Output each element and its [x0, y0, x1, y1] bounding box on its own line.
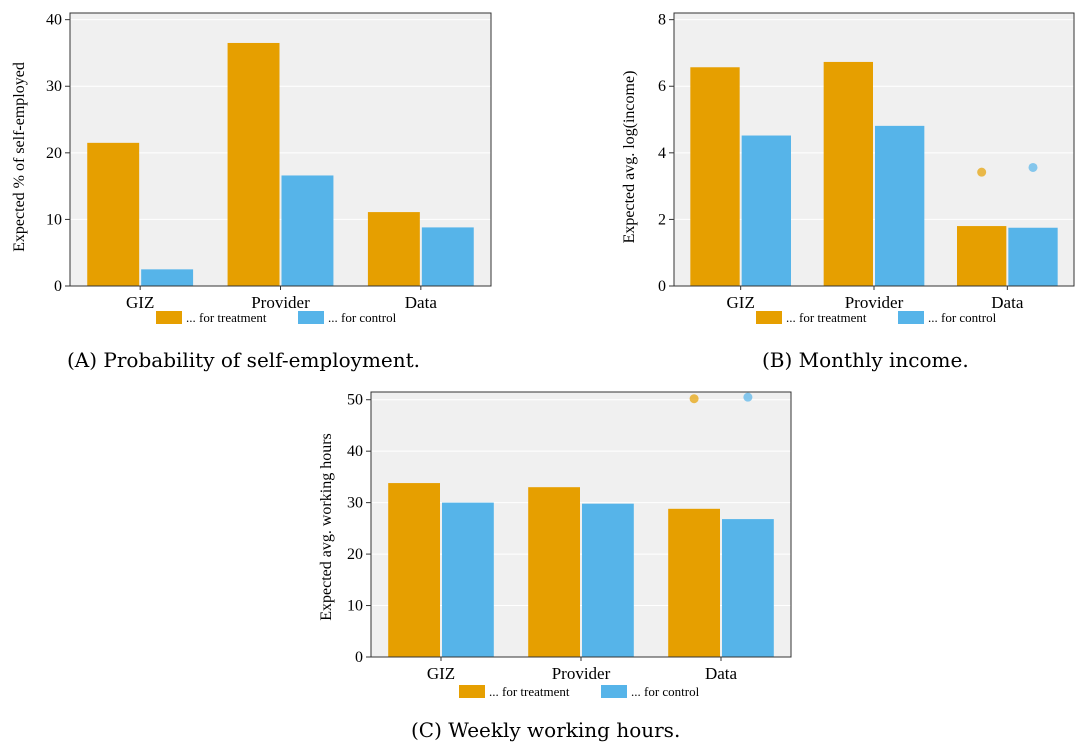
- panel-b-plot: 0 2 4 6 8 GIZ Provider Data ... for treatment...…: [658, 12, 1075, 325]
- legend-label-treatment: ... for treatment: [186, 310, 267, 325]
- control-bar-giz: [442, 502, 494, 657]
- control-bar-provider: [281, 175, 334, 286]
- panel-c-caption: (C) Weekly working hours.: [411, 718, 680, 742]
- legend-swatch-treatment: [459, 685, 485, 698]
- legend: ... for treatment ... for control: [156, 310, 397, 325]
- treatment-bar-provider: [227, 42, 280, 287]
- legend: ... for treatment ... for control: [459, 684, 700, 699]
- control-bar-provider: [582, 503, 634, 657]
- y-tick-label: 20: [347, 546, 363, 563]
- x-tick-label-giz: GIZ: [427, 664, 455, 683]
- plot-background: [371, 392, 791, 657]
- control-bar-data: [1008, 227, 1058, 286]
- x-tick-label-giz: GIZ: [727, 293, 755, 312]
- y-tick-label: 40: [46, 12, 62, 29]
- panel-b-caption: (B) Monthly income.: [762, 348, 969, 372]
- control-point: [743, 392, 753, 402]
- legend: ... for treatment ... for control: [756, 310, 997, 325]
- legend-label-control: ... for control: [328, 310, 397, 325]
- y-tick-label: 30: [46, 78, 62, 95]
- y-tick-label: 0: [658, 278, 666, 295]
- treatment-point: [977, 167, 987, 177]
- y-tick-label: 0: [54, 278, 62, 295]
- plot-background: [70, 13, 491, 286]
- treatment-bar-giz: [388, 483, 440, 657]
- y-tick-label: 2: [658, 211, 666, 228]
- legend-label-control: ... for control: [928, 310, 997, 325]
- panel-a-caption: (A) Probability of self-employment.: [67, 348, 420, 372]
- legend-label-treatment: ... for treatment: [786, 310, 867, 325]
- x-tick-label-provider: Provider: [552, 664, 611, 683]
- x-tick-label-provider: Provider: [251, 293, 310, 312]
- x-tick-label-data: Data: [705, 664, 738, 683]
- control-bar-giz: [141, 269, 194, 286]
- panel-c-ylabel: Expected avg. working hours: [318, 433, 335, 621]
- control-bar-data: [421, 227, 474, 286]
- control-point: [1028, 162, 1038, 172]
- legend-label-control: ... for control: [631, 684, 700, 699]
- control-bar-data: [722, 519, 774, 657]
- treatment-bar-giz: [690, 67, 740, 286]
- legend-label-treatment: ... for treatment: [489, 684, 570, 699]
- control-bar-provider: [875, 125, 925, 286]
- panel-a-plot: 0 10 20 30 40 GIZ Provider Data ... for treatmen…: [46, 12, 492, 325]
- panel-b-ylabel: Expected avg. log(income): [621, 71, 638, 244]
- panel-c: Expected avg. working hours (C) Weekly w…: [318, 433, 680, 742]
- control-bar-giz: [741, 135, 791, 286]
- y-tick-label: 10: [46, 211, 62, 228]
- y-tick-label: 4: [658, 145, 666, 162]
- y-tick-label: 6: [658, 78, 666, 95]
- y-tick-label: 30: [347, 495, 363, 512]
- y-tick-label: 40: [347, 443, 363, 460]
- x-tick-label-provider: Provider: [845, 293, 904, 312]
- legend-swatch-control: [298, 311, 324, 324]
- legend-swatch-treatment: [756, 311, 782, 324]
- y-tick-label: 10: [347, 598, 363, 615]
- y-tick-label: 20: [46, 145, 62, 162]
- treatment-bar-giz: [87, 142, 140, 286]
- treatment-bar-data: [367, 212, 420, 286]
- panel-a: Expected % of self-employed (A) Probabil…: [11, 62, 420, 372]
- treatment-point: [689, 394, 699, 404]
- treatment-bar-data: [668, 508, 720, 657]
- panel-b: Expected avg. log(income) (B) Monthly in…: [621, 71, 969, 372]
- legend-swatch-control: [601, 685, 627, 698]
- treatment-bar-provider: [823, 61, 873, 286]
- x-tick-label-data: Data: [991, 293, 1024, 312]
- treatment-bar-provider: [528, 487, 580, 657]
- panel-c-plot: 0 10 20 30 40 50 GIZ Provider Data ... for treatm…: [347, 391, 792, 699]
- legend-swatch-treatment: [156, 311, 182, 324]
- y-tick-label: 8: [658, 12, 666, 29]
- panel-a-ylabel: Expected % of self-employed: [11, 62, 28, 252]
- legend-swatch-control: [898, 311, 924, 324]
- x-tick-label-data: Data: [405, 293, 438, 312]
- x-tick-label-giz: GIZ: [126, 293, 154, 312]
- y-tick-label: 0: [355, 649, 363, 666]
- plot-background: [674, 13, 1074, 286]
- y-tick-label: 50: [347, 392, 363, 409]
- treatment-bar-data: [957, 226, 1007, 286]
